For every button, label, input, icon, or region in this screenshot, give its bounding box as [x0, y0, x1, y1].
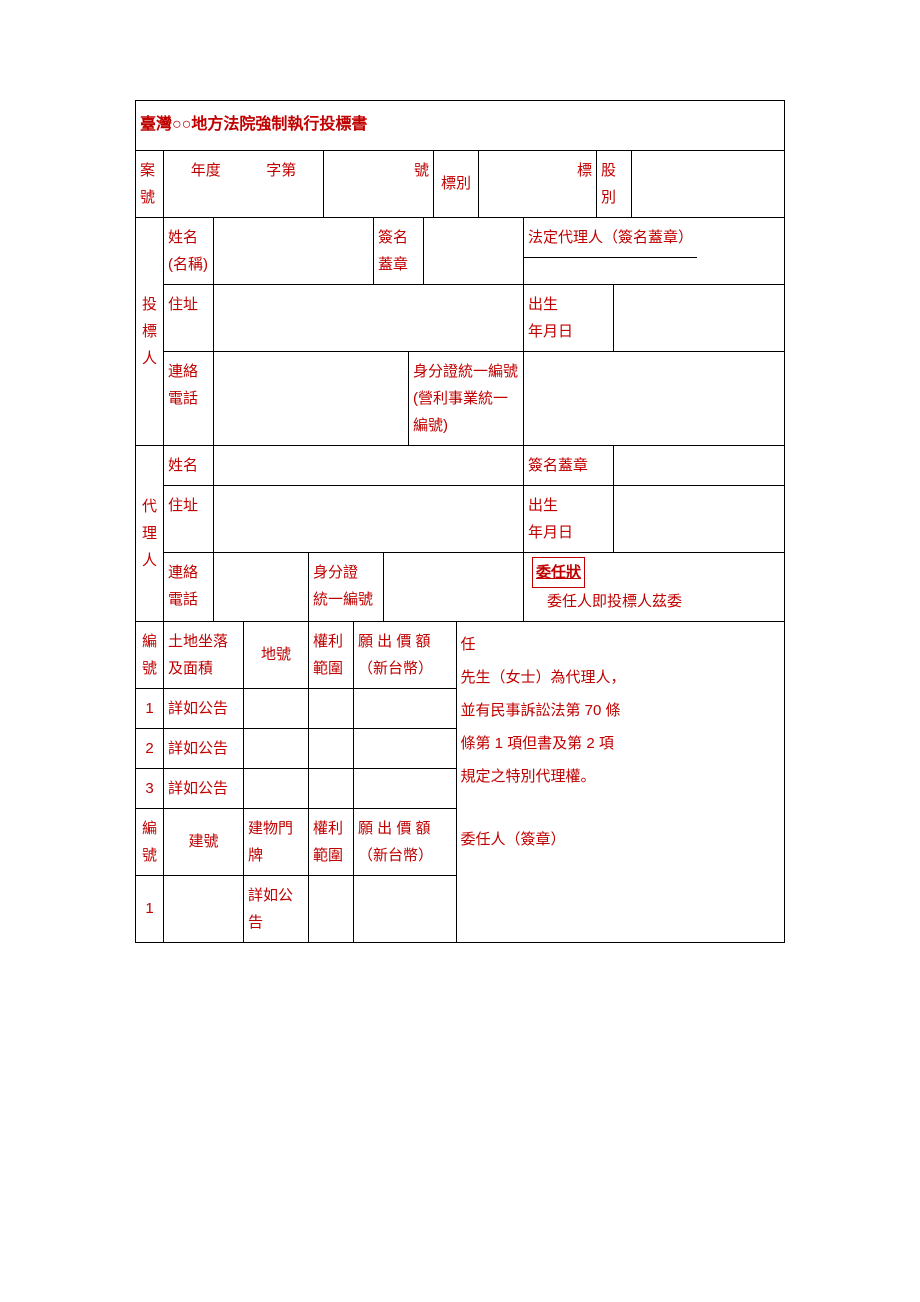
- bidder-sign-label: 簽名蓋章: [374, 218, 424, 284]
- agent-birth-input[interactable]: [614, 486, 784, 552]
- agent-phone-label: 連絡電話: [164, 553, 214, 621]
- land-row-num: 3: [136, 769, 164, 808]
- bidder-id-label: 身分證統一編號(營利事業統一編號): [409, 352, 524, 445]
- land-col-loc: 土地坐落及面積: [164, 622, 244, 688]
- bidder-id-input[interactable]: [524, 352, 784, 445]
- agent-addr-input[interactable]: [214, 486, 524, 552]
- agent-block: 代理人 姓名 簽名蓋章 住址 出生年月日 連絡電話 身分證統一編號: [136, 446, 784, 622]
- bidder-name-input[interactable]: [214, 218, 374, 284]
- case-biao-label: 標: [577, 157, 592, 184]
- bidder-block: 投標人 姓名(名稱) 簽名蓋章 法定代理人（簽名蓋章） 住址: [136, 218, 784, 446]
- bldg-row-num: 1: [136, 876, 164, 942]
- land-row-scope[interactable]: [309, 689, 354, 728]
- delegate-title: 委任狀: [532, 557, 585, 588]
- land-row-bid[interactable]: [354, 689, 456, 728]
- bidder-legalrep-label: 法定代理人（簽名蓋章）: [524, 218, 697, 258]
- bidder-phone-label: 連絡電話: [164, 352, 214, 445]
- form-title: 臺灣○○地方法院強制執行投標書: [136, 101, 784, 150]
- agent-birth-label: 出生年月日: [524, 486, 614, 552]
- agent-sign-label: 簽名蓋章: [524, 446, 614, 485]
- bldg-col-bldgno: 建號: [164, 809, 244, 875]
- land-col-lot: 地號: [244, 622, 309, 688]
- delegate-line5: 條第 1 項但書及第 2 項: [461, 727, 781, 760]
- bldg-row-scope[interactable]: [309, 876, 354, 942]
- agent-id-input[interactable]: [384, 553, 524, 621]
- delegate-signer: 委任人（簽章）: [461, 823, 781, 856]
- land-col-scope: 權利範圍: [309, 622, 354, 688]
- land-row-scope[interactable]: [309, 729, 354, 768]
- property-block: 編號 土地坐落及面積 地號 權利範圍 願 出 價 額（新台幣） 1 詳如公告 2…: [136, 622, 784, 943]
- bldg-row-bldgno[interactable]: [164, 876, 244, 942]
- case-hao-label: 號: [414, 157, 429, 184]
- land-col-num: 編號: [136, 622, 164, 688]
- case-biaobie-label: 標別: [434, 151, 479, 217]
- case-label: 案號: [136, 151, 164, 217]
- bidder-name-label: 姓名(名稱): [164, 218, 214, 284]
- bidder-addr-label: 住址: [164, 285, 214, 351]
- case-row: 案號 年度 字第 號 標別 標 股別: [136, 151, 784, 218]
- case-gubie-label: 股別: [597, 151, 632, 217]
- bidder-legalrep-block: 法定代理人（簽名蓋章）: [524, 218, 784, 284]
- case-hao-cell[interactable]: 號: [324, 151, 434, 217]
- land-row-loc: 詳如公告: [164, 729, 244, 768]
- bidder-sign-input[interactable]: [424, 218, 524, 284]
- agent-phone-input[interactable]: [214, 553, 309, 621]
- land-row-lot[interactable]: [244, 689, 309, 728]
- delegate-body: 任 先生（女士）為代理人， 並有民事訴訟法第 70 條 條第 1 項但書及第 2…: [457, 622, 785, 942]
- bidder-birth-label: 出生年月日: [524, 285, 614, 351]
- bidder-addr-input[interactable]: [214, 285, 524, 351]
- delegate-title-cell: 委任狀 委任人即投標人茲委: [524, 553, 784, 621]
- bidder-section-label: 投標人: [136, 218, 164, 445]
- land-row-loc: 詳如公告: [164, 689, 244, 728]
- land-col-bid: 願 出 價 額（新台幣）: [354, 622, 456, 688]
- land-row-bid[interactable]: [354, 769, 456, 808]
- bidder-phone-input[interactable]: [214, 352, 409, 445]
- agent-addr-label: 住址: [164, 486, 214, 552]
- bid-form: 臺灣○○地方法院強制執行投標書 案號 年度 字第 號 標別 標 股別 投標人 姓…: [135, 100, 785, 943]
- land-row-bid[interactable]: [354, 729, 456, 768]
- agent-sign-input[interactable]: [614, 446, 784, 485]
- case-year-label: 年度: [191, 157, 221, 184]
- delegate-line6: 規定之特別代理權。: [461, 760, 781, 793]
- agent-name-input[interactable]: [214, 446, 524, 485]
- case-biao-cell[interactable]: 標: [479, 151, 597, 217]
- land-row-loc: 詳如公告: [164, 769, 244, 808]
- delegate-line2: 任: [461, 628, 781, 661]
- bldg-col-scope: 權利範圍: [309, 809, 354, 875]
- bldg-col-door: 建物門牌: [244, 809, 309, 875]
- bldg-col-num: 編號: [136, 809, 164, 875]
- bldg-row-door: 詳如公告: [244, 876, 309, 942]
- land-row-lot[interactable]: [244, 729, 309, 768]
- land-row-num: 2: [136, 729, 164, 768]
- delegate-line4: 並有民事訴訟法第 70 條: [461, 694, 781, 727]
- bldg-row-bid[interactable]: [354, 876, 456, 942]
- land-row-lot[interactable]: [244, 769, 309, 808]
- agent-section-label: 代理人: [136, 446, 164, 621]
- agent-name-label: 姓名: [164, 446, 214, 485]
- case-year-cell[interactable]: 年度 字第: [164, 151, 324, 217]
- case-zidi-label: 字第: [266, 157, 296, 184]
- delegate-line1: 委任人即投標人茲委: [532, 593, 682, 610]
- land-row-scope[interactable]: [309, 769, 354, 808]
- bidder-birth-input[interactable]: [614, 285, 784, 351]
- agent-id-label: 身分證統一編號: [309, 553, 384, 621]
- case-gubie-cell[interactable]: [632, 151, 784, 217]
- land-row-num: 1: [136, 689, 164, 728]
- bldg-col-bid: 願 出 價 額（新台幣）: [354, 809, 456, 875]
- delegate-line3: 先生（女士）為代理人，: [461, 661, 781, 694]
